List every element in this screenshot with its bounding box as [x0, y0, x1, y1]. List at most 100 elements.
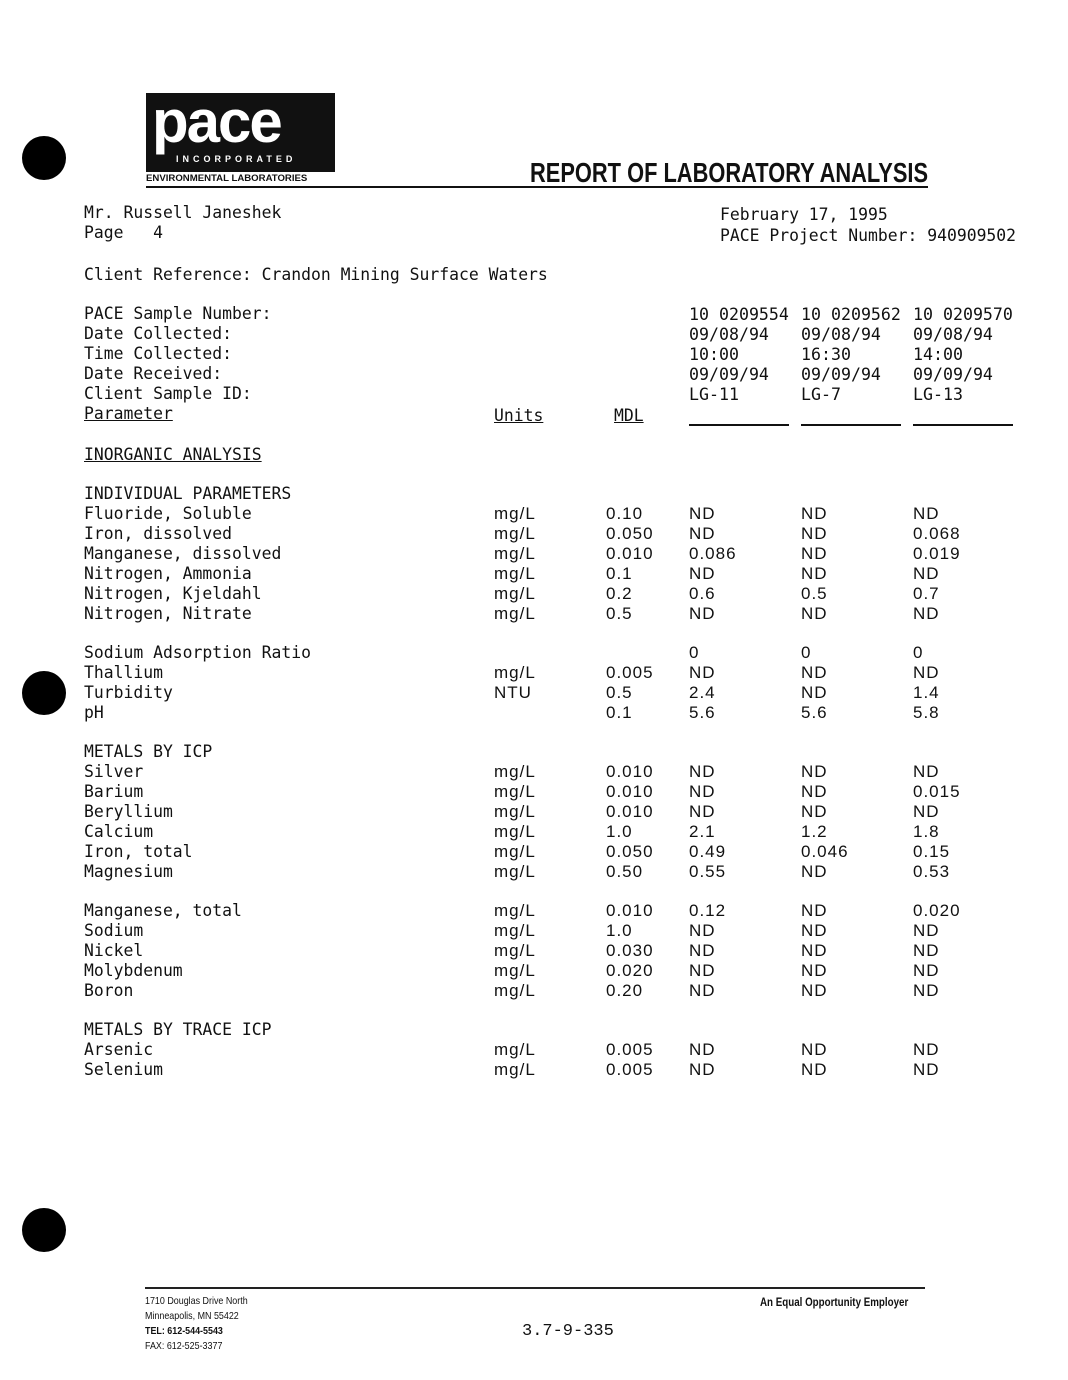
result-value: ND — [801, 564, 828, 583]
recipient: Mr. Russell Janeshek — [84, 203, 282, 222]
sample-id: LG-11 — [689, 385, 739, 404]
units-header: Units — [494, 406, 544, 425]
sample-received: 09/09/94 — [689, 365, 769, 384]
result-value: 0 — [913, 643, 924, 663]
mdl-value: 0.005 — [606, 1059, 654, 1079]
mdl-value: 0.1 — [606, 702, 633, 722]
unit: mg/L — [494, 980, 536, 1000]
mdl-value: 0.030 — [606, 940, 654, 960]
parameter-name: Silver — [84, 762, 144, 782]
unit: mg/L — [494, 940, 536, 960]
result-value: ND — [913, 921, 940, 940]
result-value: ND — [801, 980, 828, 1000]
unit: mg/L — [494, 663, 536, 683]
mdl-value: 1.0 — [606, 921, 633, 940]
parameter-name: Nitrogen, Kjeldahl — [84, 583, 262, 603]
result-value: ND — [689, 603, 716, 623]
report-date: February 17, 1995 — [720, 205, 888, 224]
result-value: ND — [801, 1059, 828, 1079]
unit: mg/L — [494, 564, 536, 583]
parameter-name: Boron — [84, 980, 134, 1000]
mdl-value: 0.010 — [606, 802, 654, 821]
result-value: 2.1 — [689, 821, 716, 841]
result-value: ND — [913, 960, 940, 980]
mdl-value: 0.50 — [606, 861, 644, 881]
result-value: ND — [913, 1059, 940, 1079]
parameter-name: Nickel — [84, 940, 144, 960]
parameter-name: Sodium — [84, 921, 144, 940]
result-value: ND — [801, 683, 828, 702]
section-heading: METALS BY TRACE ICP — [84, 1020, 272, 1040]
unit: mg/L — [494, 544, 536, 564]
punch-hole — [22, 671, 66, 715]
result-value: 0.015 — [913, 782, 961, 802]
result-value: ND — [689, 782, 716, 802]
sample-collected: 09/08/94 — [913, 325, 993, 344]
unit: mg/L — [494, 960, 536, 980]
result-value: ND — [801, 960, 828, 980]
result-value: ND — [689, 940, 716, 960]
sample-field-label: PACE Sample Number: — [84, 304, 272, 323]
mdl-value: 0.5 — [606, 683, 633, 702]
result-value: 0 — [689, 643, 700, 663]
result-value: ND — [689, 1040, 716, 1059]
sample-field-label: Client Sample ID: — [84, 384, 252, 403]
result-value: ND — [689, 564, 716, 583]
footer-fax: FAX: 612-525-3377 — [145, 1340, 223, 1352]
result-value: 0.5 — [801, 583, 828, 603]
result-value: ND — [801, 861, 828, 881]
mdl-value: 0.010 — [606, 901, 654, 921]
parameter-name: pH — [84, 702, 104, 722]
parameter-name: Beryllium — [84, 802, 173, 821]
unit: mg/L — [494, 762, 536, 782]
sample-field-label: Time Collected: — [84, 344, 233, 363]
result-value: ND — [913, 940, 940, 960]
result-value: ND — [689, 802, 716, 821]
unit: mg/L — [494, 603, 536, 623]
sample-received: 09/09/94 — [913, 365, 993, 384]
mdl-value: 0.2 — [606, 583, 633, 603]
result-value: 2.4 — [689, 683, 716, 702]
mdl-value: 0.20 — [606, 980, 644, 1000]
parameter-name: Arsenic — [84, 1040, 154, 1059]
result-value: 0.086 — [689, 544, 737, 564]
result-value: 0.046 — [801, 841, 849, 861]
result-value: ND — [913, 603, 940, 623]
result-value: 1.2 — [801, 821, 828, 841]
result-value: 0 — [801, 643, 812, 663]
unit: mg/L — [494, 1059, 536, 1079]
sample-field-label: Date Received: — [84, 364, 223, 383]
sample-id: LG-13 — [913, 385, 963, 404]
sample-field-label: Date Collected: — [84, 324, 233, 343]
sample-number: 10 0209562 — [801, 305, 901, 324]
parameter-name: Turbidity — [84, 683, 173, 702]
sample-id: LG-7 — [801, 385, 841, 404]
result-value: ND — [689, 921, 716, 940]
result-value: ND — [689, 504, 716, 524]
mdl-value: 0.050 — [606, 841, 654, 861]
sample-received: 09/09/94 — [801, 365, 881, 384]
unit: mg/L — [494, 861, 536, 881]
parameter-name: Sodium Adsorption Ratio — [84, 643, 311, 663]
result-value: ND — [801, 921, 828, 940]
result-value: ND — [913, 663, 940, 683]
result-value: 5.8 — [913, 702, 940, 722]
mdl-value: 0.010 — [606, 762, 654, 782]
result-value: ND — [801, 901, 828, 921]
result-value: ND — [689, 980, 716, 1000]
parameter-name: Barium — [84, 782, 144, 802]
page-number: Page 4 — [84, 223, 163, 242]
column-rule — [689, 424, 789, 426]
unit: mg/L — [494, 504, 536, 524]
sample-number: 10 0209554 — [689, 305, 789, 324]
report-title: REPORT OF LABORATORY ANALYSIS — [530, 157, 929, 188]
result-value: 0.55 — [689, 861, 727, 881]
parameter-name: Manganese, total — [84, 901, 242, 921]
result-value: ND — [913, 1040, 940, 1059]
mdl-value: 0.005 — [606, 663, 654, 683]
mdl-value: 0.010 — [606, 544, 654, 564]
unit: mg/L — [494, 921, 536, 940]
result-value: 0.7 — [913, 583, 940, 603]
footer-tel: TEL: 612-544-5543 — [145, 1325, 223, 1337]
pace-logo: pace INCORPORATED — [146, 88, 335, 172]
